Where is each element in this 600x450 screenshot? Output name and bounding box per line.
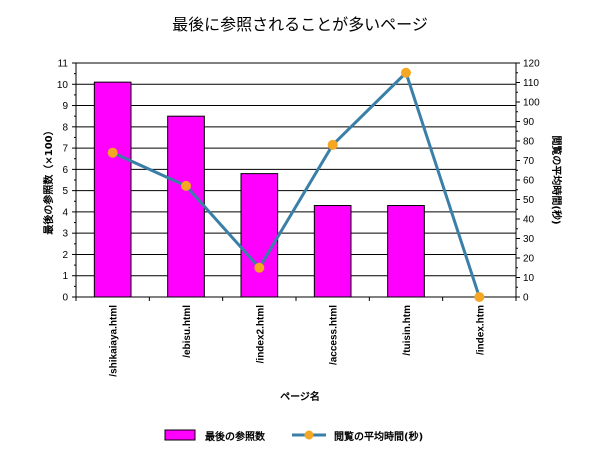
x-axis-categories: /shikaiaya.html/ebisu.html/index2.html/a… — [109, 305, 487, 377]
legend-line-marker — [304, 430, 314, 440]
y-tick-label: 6 — [62, 165, 68, 176]
legend-line-label: 閲覧の平均時間(秒) — [334, 430, 423, 443]
line-point — [181, 180, 191, 191]
y-axis-label: 最後の参照数（×100） — [42, 125, 55, 234]
y-axis-ticks: 0 1 2 3 4 5 6 7 8 9 10 11 — [57, 59, 76, 304]
y-tick-label: 1 — [62, 271, 68, 282]
bar — [167, 115, 205, 298]
y2-tick-label: 90 — [523, 117, 535, 128]
x-axis-label: ページ名 — [280, 390, 320, 403]
y-tick-label: 4 — [62, 207, 68, 218]
legend: 最後の参照数 閲覧の平均時間(秒) — [164, 429, 423, 443]
bar — [240, 173, 279, 298]
line-point — [107, 147, 118, 158]
y2-tick-label: 80 — [523, 137, 535, 148]
y2-axis-ticks: 0 10 20 30 40 50 60 70 80 90 100 110 120 — [516, 59, 540, 304]
y2-tick-label: 20 — [523, 254, 535, 265]
line-point — [327, 139, 338, 150]
y2-tick-label: 0 — [523, 293, 529, 304]
y2-tick-label: 60 — [523, 176, 535, 187]
y2-axis-label: 閲覧の平均時間(秒) — [550, 135, 563, 224]
bar-series — [93, 81, 425, 298]
y-tick-label: 8 — [62, 122, 68, 133]
axes — [75, 63, 517, 301]
line-point — [474, 292, 485, 302]
y-tick-label: 7 — [62, 144, 68, 155]
y-tick-label: 10 — [57, 80, 69, 91]
y2-tick-label: 110 — [523, 78, 539, 89]
y2-tick-label: 50 — [523, 195, 535, 206]
line-point — [254, 262, 265, 273]
legend-bar-swatch — [164, 429, 196, 441]
line-series — [107, 67, 485, 302]
legend-bar-label: 最後の参照数 — [205, 430, 266, 443]
y2-tick-label: 40 — [523, 215, 535, 226]
x-category-label: /index2.html — [255, 305, 266, 364]
y-tick-label: 0 — [62, 293, 68, 304]
gridlines — [76, 62, 516, 277]
y2-tick-label: 30 — [523, 234, 535, 245]
y-tick-label: 9 — [62, 101, 68, 112]
line-point — [401, 67, 411, 78]
y2-tick-label: 10 — [523, 273, 535, 284]
y2-tick-label: 70 — [523, 156, 535, 167]
x-category-label: /shikaiaya.html — [109, 305, 120, 377]
chart-title: 最後に参照されることが多いページ — [172, 15, 428, 34]
bar — [93, 81, 132, 298]
line-path — [112, 71, 481, 298]
bar — [387, 205, 425, 298]
x-category-label: /access.html — [329, 305, 340, 365]
y-tick-label: 5 — [62, 186, 68, 197]
x-category-label: /ebisu.html — [182, 305, 193, 358]
x-category-label: /index.htm — [475, 305, 486, 355]
y-tick-label: 2 — [62, 250, 68, 261]
x-category-label: /tuisin.htm — [402, 305, 413, 356]
y2-tick-label: 100 — [523, 98, 540, 109]
y-tick-label: 11 — [58, 59, 69, 70]
bar — [313, 205, 352, 298]
y-tick-label: 3 — [62, 229, 68, 240]
y2-tick-label: 120 — [523, 59, 540, 70]
